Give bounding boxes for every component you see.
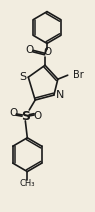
Text: O: O [25, 45, 33, 55]
Text: S: S [21, 110, 30, 123]
Text: CH₃: CH₃ [20, 179, 35, 188]
Text: Br: Br [73, 70, 83, 80]
Text: N: N [56, 90, 64, 100]
Text: S: S [19, 72, 26, 82]
Text: O: O [33, 111, 41, 121]
Text: O: O [9, 108, 18, 118]
Text: O: O [43, 47, 51, 57]
